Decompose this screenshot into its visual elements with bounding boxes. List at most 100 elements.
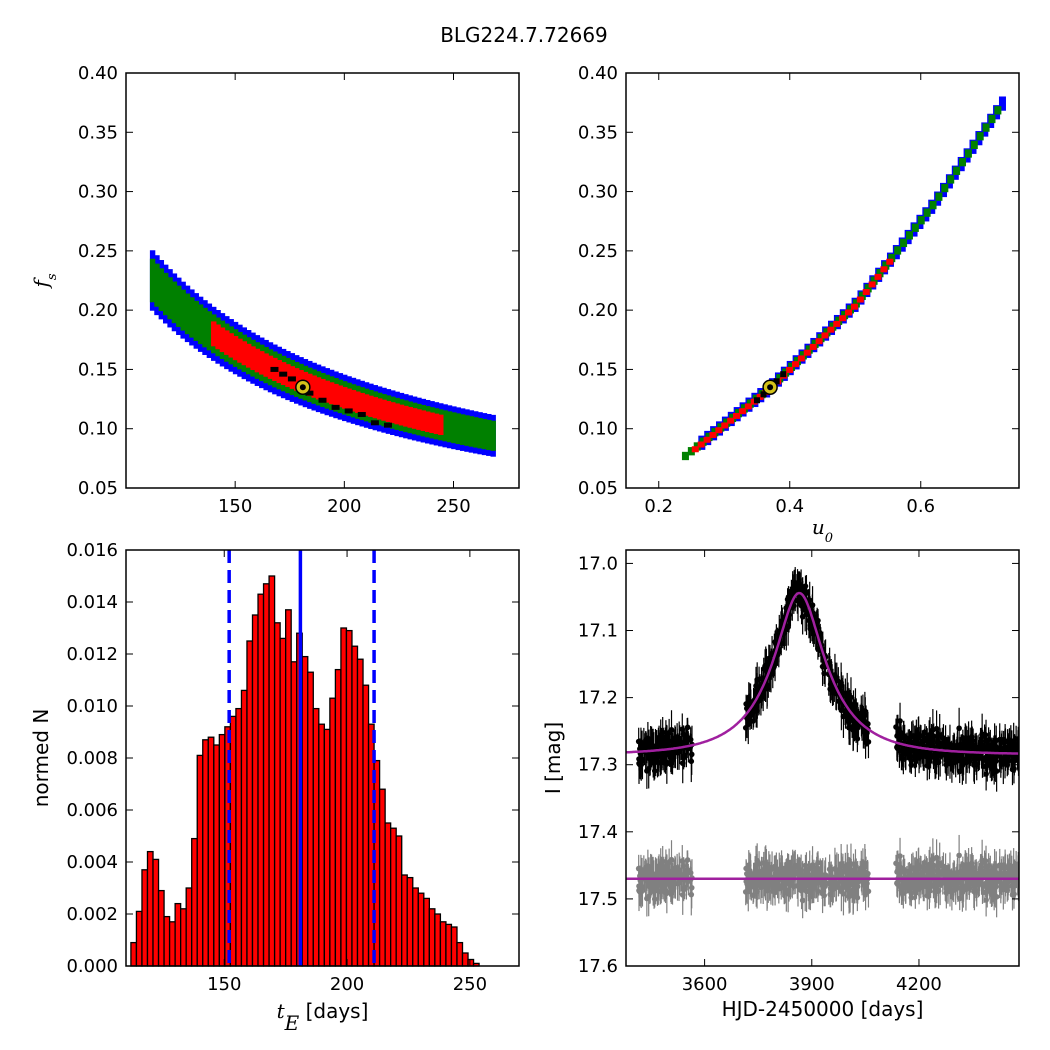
contour-cell-inner	[294, 368, 300, 391]
residual-point	[1000, 862, 1007, 868]
light-curve-point	[645, 766, 652, 772]
residual-point	[910, 865, 916, 872]
residual-point	[667, 888, 674, 895]
y-tick-label: 0.002	[66, 904, 118, 925]
residual-point	[953, 872, 960, 879]
contour-cell-inner	[827, 326, 835, 333]
light-curve-point	[679, 760, 686, 767]
contour-cell-inner	[797, 355, 805, 362]
residual-point	[927, 869, 933, 876]
histogram-bar	[428, 908, 436, 967]
contour-cell-inner	[709, 431, 717, 438]
x-axis-label: u0	[812, 515, 833, 546]
histogram-bar	[461, 952, 469, 967]
contour-cell-inner	[809, 343, 817, 350]
contour-cell-inner	[368, 395, 374, 417]
contour-cell-core	[370, 420, 379, 426]
histogram-bar	[146, 850, 154, 967]
contour-cell-middle	[970, 140, 978, 150]
light-curve-point	[635, 738, 642, 745]
contour-cell-middle	[835, 316, 843, 325]
histogram-bar	[290, 661, 298, 967]
contour-cell-middle	[473, 417, 479, 448]
residual-point	[645, 893, 652, 900]
contour-cell-inner	[733, 412, 741, 419]
contour-cell-middle	[451, 412, 457, 444]
contour-cell-middle	[158, 268, 165, 312]
contour-cell-middle	[959, 158, 967, 167]
histogram-bar	[312, 707, 320, 967]
contour-cell-middle	[905, 231, 913, 240]
contour-cell-middle	[197, 304, 204, 345]
contour-cell-inner	[359, 392, 365, 415]
contour-cell-middle	[911, 223, 919, 232]
residual-point	[806, 888, 812, 895]
contour-cell-inner	[438, 414, 444, 436]
y-tick-label: 17.0	[578, 553, 618, 574]
contour-cell-middle	[184, 293, 191, 335]
histogram-bar	[345, 629, 353, 967]
light-curve-point	[908, 757, 915, 764]
residual-point	[897, 864, 903, 870]
contour-cell-middle	[888, 253, 896, 263]
residual-point	[838, 863, 845, 869]
y-tick-label: 0.30	[78, 182, 118, 203]
contour-cell-middle	[681, 451, 689, 461]
residual-point	[1013, 861, 1019, 868]
residual-point	[650, 882, 657, 888]
x-tick-label: 0.6	[906, 496, 935, 517]
y-tick-label: 0.40	[578, 63, 618, 84]
histogram-bar	[218, 733, 226, 967]
residual-point	[932, 889, 938, 895]
contour-cell-inner	[691, 446, 699, 453]
contour-cell-inner	[868, 281, 876, 288]
contour-cell-inner	[886, 258, 894, 265]
contour-cell-inner	[245, 343, 252, 368]
contour-cell-core	[384, 422, 392, 428]
y-tick-label: 17.5	[578, 889, 618, 910]
contour-cell-middle	[468, 416, 475, 447]
light-curve-point	[970, 744, 976, 751]
residual-point	[680, 863, 687, 869]
residual-point	[849, 881, 855, 888]
residual-point	[665, 871, 672, 878]
x-axis-label: HJD-2450000 [days]	[722, 997, 924, 1021]
axis-ticks: 150 200 250 0.000 0.002 0.004 0.006 0.008 0.010 0…	[66, 540, 519, 995]
y-tick-label: 0.05	[78, 478, 118, 499]
light-curve-point	[789, 586, 796, 593]
histogram-bar	[390, 827, 397, 967]
contour-cell-middle	[193, 300, 199, 341]
y-tick-label: 0.010	[66, 696, 118, 717]
contour-cell-middle	[882, 261, 890, 270]
histogram-bar	[273, 622, 281, 967]
residual-point	[854, 894, 861, 901]
light-curve-point	[688, 758, 695, 765]
contour-cell-middle	[876, 268, 884, 278]
residual-point	[988, 883, 995, 889]
light-curve-point	[791, 602, 797, 609]
contour-cell-inner	[845, 309, 853, 316]
residual-point	[829, 886, 836, 893]
x-tick-label: 3900	[789, 974, 835, 995]
residual-point	[794, 870, 801, 877]
residual-point	[842, 882, 849, 888]
contour-cell-inner	[407, 407, 413, 428]
residual-point	[747, 872, 754, 879]
light-curve-point	[932, 760, 938, 766]
residual-point	[826, 866, 833, 873]
contour-cell-middle	[982, 123, 990, 132]
residual-point	[992, 867, 998, 873]
light-curve-point	[956, 725, 962, 732]
y-tick-label: 0.35	[578, 122, 618, 143]
light-curve-point	[982, 732, 989, 738]
light-curve-point	[1013, 736, 1019, 742]
light-curve-point	[992, 741, 998, 748]
residual-point	[798, 883, 805, 890]
light-curve-point	[802, 583, 809, 589]
contour-cell-middle	[490, 420, 496, 451]
contour-cell-core	[331, 404, 340, 410]
contour-cell-inner	[703, 436, 711, 443]
light-curve-point	[826, 659, 833, 666]
histogram-bar	[445, 923, 453, 967]
residual-point	[862, 860, 868, 866]
